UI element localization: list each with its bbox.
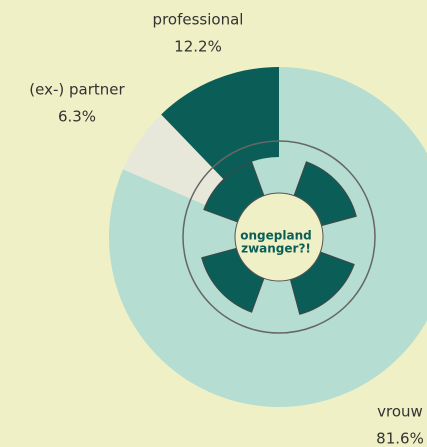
buoy-ring: [182, 140, 376, 334]
center-text: zwanger?!: [241, 242, 311, 256]
slice-value-label: 6.3%: [58, 108, 96, 126]
center-text: ongepland: [240, 229, 311, 243]
buoy-center: [234, 192, 324, 282]
labels: vrouw 81.6% (ex-) partner 6.3% professional 1…: [29, 11, 424, 447]
slice-value-label: 81.6%: [376, 430, 424, 447]
slice-value-label: 12.2%: [174, 38, 222, 56]
slice-label: professional: [153, 11, 244, 29]
slice-label: vrouw: [377, 403, 423, 421]
slice-label: (ex-) partner: [29, 81, 125, 99]
